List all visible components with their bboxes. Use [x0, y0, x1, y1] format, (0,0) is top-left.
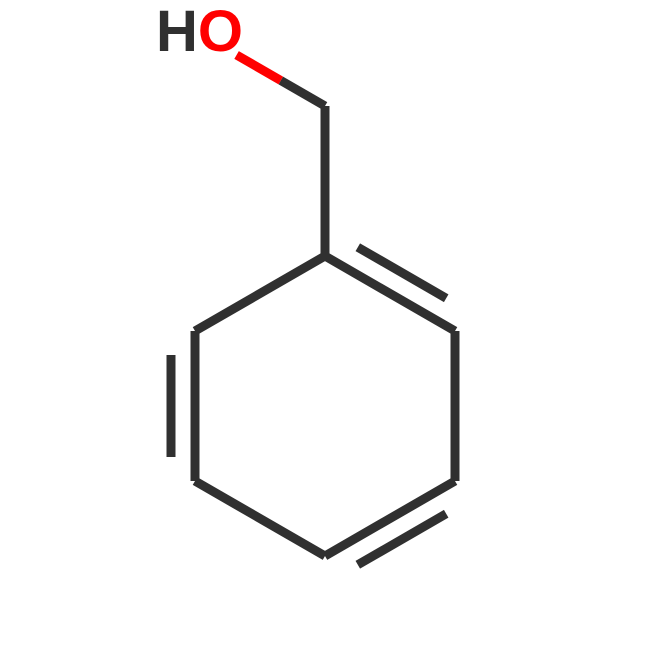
oxygen-label: HO: [156, 0, 243, 64]
molecule-diagram: HO: [0, 0, 650, 650]
